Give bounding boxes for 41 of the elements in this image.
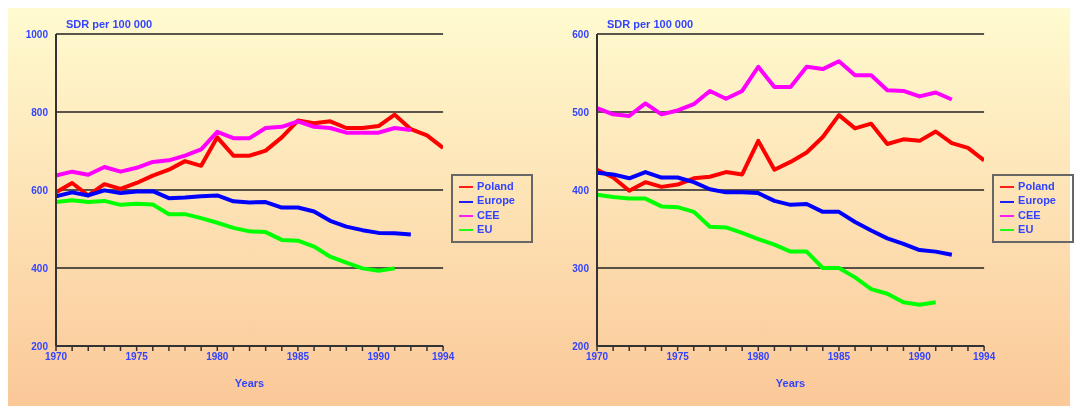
y-tick-label: 400: [31, 262, 49, 274]
line-series: [597, 192, 938, 307]
x-tick-label: 1970: [585, 351, 609, 363]
line-series: [597, 59, 954, 118]
line-series: [56, 119, 413, 178]
legend-label: Poland: [1018, 180, 1055, 193]
x-tick-label: 1985: [827, 351, 851, 363]
line-series: [56, 198, 397, 273]
y-tick-label: 200: [572, 340, 590, 352]
x-tick-label: 1975: [666, 351, 690, 363]
x-tick-label: 1970: [44, 351, 68, 363]
x-tick-label: 1980: [747, 351, 770, 363]
y-axis-title: SDR per 100 000: [607, 18, 694, 30]
legend-label: CEE: [1018, 208, 1041, 221]
y-tick-label: 400: [572, 184, 590, 196]
y-tick-label: 200: [31, 340, 49, 352]
x-tick-label: 1994: [972, 351, 996, 363]
y-tick-label: 600: [572, 28, 590, 40]
legend-label: Poland: [477, 180, 514, 193]
x-axis-title: Years: [234, 377, 265, 389]
line-series: [597, 113, 985, 193]
legend-label: EU: [477, 222, 493, 235]
x-tick-label: 1990: [367, 351, 391, 363]
y-tick-label: 1000: [25, 28, 49, 40]
legend-label: CEE: [477, 208, 500, 221]
x-axis-title: Years: [775, 377, 806, 389]
line-series: [597, 170, 954, 257]
y-tick-label: 300: [572, 262, 590, 274]
legend-label: EU: [1018, 222, 1034, 235]
legend-label: Europe: [477, 194, 515, 207]
legend-label: Europe: [1018, 194, 1056, 207]
x-tick-label: 1990: [908, 351, 932, 363]
y-tick-label: 500: [572, 106, 590, 118]
x-tick-label: 1985: [286, 351, 310, 363]
y-tick-label: 600: [31, 184, 49, 196]
y-tick-label: 800: [31, 106, 49, 118]
x-tick-label: 1994: [431, 351, 455, 363]
x-tick-label: 1980: [206, 351, 229, 363]
y-axis-title: SDR per 100 000: [66, 18, 153, 30]
x-tick-label: 1975: [125, 351, 149, 363]
line-series: [56, 188, 413, 237]
